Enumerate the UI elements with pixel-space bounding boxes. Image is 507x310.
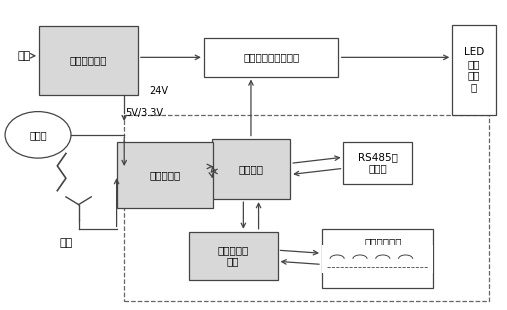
Text: 电源管理模块: 电源管理模块 [70,55,107,65]
Bar [204,38,339,77]
Text: 交通信号灯驱动电路: 交通信号灯驱动电路 [243,52,299,62]
Bar [322,245,433,273]
Text: 主控芯片: 主控芯片 [238,164,264,174]
Bar [189,232,278,280]
Ellipse shape [5,112,71,158]
Bar [212,139,290,199]
Text: 超声波驱动
电路: 超声波驱动 电路 [218,245,249,267]
Bar [117,142,213,208]
Bar [344,142,412,184]
Text: 天线: 天线 [59,238,73,248]
Bar [399,259,413,271]
Text: LED
交通
信号
灯: LED 交通 信号 灯 [464,47,484,92]
Text: 超声波探测器: 超声波探测器 [364,237,402,247]
Bar [453,25,496,115]
Text: 5V/3.3V: 5V/3.3V [125,108,163,118]
Bar [124,115,489,301]
Bar [39,26,138,95]
Text: 超声波探测器: 超声波探测器 [359,254,396,264]
Text: 物联网模块: 物联网模块 [149,170,180,180]
Text: 市电: 市电 [18,51,31,61]
Bar [353,259,367,271]
Bar [330,259,344,271]
Bar [376,259,390,271]
Text: 互联网: 互联网 [29,130,47,140]
Text: RS485通
信模块: RS485通 信模块 [358,152,397,174]
Bar [322,229,433,288]
Text: 24V: 24V [150,86,168,96]
